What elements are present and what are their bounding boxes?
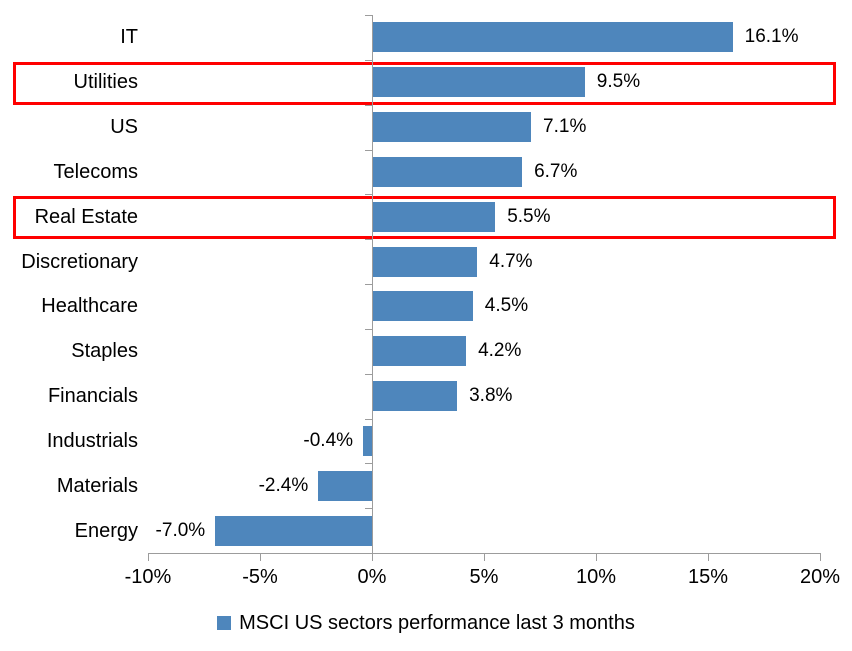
x-axis-tick-label: -10%: [124, 566, 172, 588]
y-axis-tick: [365, 553, 372, 554]
category-label: Industrials: [46, 429, 138, 452]
x-axis-tick-label: 15%: [687, 566, 729, 588]
x-axis-tick-label: 5%: [469, 566, 499, 588]
value-label: 4.2%: [478, 340, 522, 362]
bar: [372, 112, 532, 143]
bar: [372, 201, 496, 232]
category-label: Utilities: [73, 71, 138, 94]
bar: [372, 246, 478, 277]
x-axis-tick: [372, 553, 373, 561]
x-axis-tick: [484, 553, 485, 561]
x-axis-tick: [708, 553, 709, 561]
value-label: 4.5%: [484, 295, 529, 317]
x-axis-tick-label: -5%: [242, 566, 278, 588]
value-label: 9.5%: [596, 71, 641, 93]
legend: MSCI US sectors performance last 3 month…: [0, 610, 852, 636]
value-label: 16.1%: [744, 26, 799, 48]
highlight-box: [13, 61, 836, 105]
x-axis-tick: [820, 553, 821, 561]
bar: [372, 381, 458, 412]
category-label: Materials: [56, 474, 138, 497]
y-axis-tick: [365, 418, 372, 420]
y-axis-tick: [365, 284, 372, 285]
y-axis-tick: [365, 373, 372, 375]
legend-swatch-icon: [217, 616, 232, 630]
x-axis-tick-label: 10%: [575, 566, 617, 588]
value-label: 4.7%: [489, 250, 533, 272]
value-label: 6.7%: [534, 160, 578, 182]
category-label: Staples: [71, 340, 138, 363]
bar: [363, 425, 372, 456]
x-axis-tick-label: 0%: [357, 566, 387, 588]
bar: [372, 291, 473, 322]
category-label: Energy: [74, 519, 138, 542]
category-label: IT: [120, 26, 138, 49]
category-label: Real Estate: [34, 205, 138, 228]
value-label: -2.4%: [258, 474, 309, 496]
x-axis-tick: [148, 553, 149, 561]
category-label: Financials: [47, 385, 138, 408]
bar: [372, 336, 467, 367]
value-label: 7.1%: [543, 116, 587, 138]
highlight-box: [13, 196, 836, 240]
bar: [318, 470, 372, 501]
y-axis-tick: [365, 194, 372, 196]
y-axis-tick: [365, 239, 372, 241]
bar: [372, 22, 733, 53]
y-axis-tick: [365, 328, 372, 330]
value-label: 5.5%: [507, 205, 551, 227]
legend-label: MSCI US sectors performance last 3 month…: [239, 612, 635, 634]
y-axis-tick: [365, 149, 372, 151]
y-axis-tick: [365, 15, 372, 16]
y-axis-tick: [365, 463, 372, 465]
value-label: 3.8%: [469, 385, 513, 407]
bar: [372, 156, 523, 187]
x-axis-tick: [596, 553, 597, 561]
bar: [372, 67, 585, 98]
category-label: Discretionary: [21, 250, 138, 273]
y-axis-tick: [365, 104, 372, 106]
value-label: -7.0%: [155, 519, 206, 541]
category-label: Telecoms: [53, 160, 138, 183]
category-label: US: [110, 116, 138, 139]
x-axis-tick: [260, 553, 261, 561]
bar: [215, 515, 372, 546]
y-axis-tick: [365, 59, 372, 61]
y-axis-line: [372, 15, 373, 553]
y-axis-tick: [365, 508, 372, 510]
x-axis-tick-label: 20%: [799, 566, 841, 588]
category-label: Healthcare: [41, 295, 138, 318]
value-label: -0.4%: [303, 429, 354, 451]
